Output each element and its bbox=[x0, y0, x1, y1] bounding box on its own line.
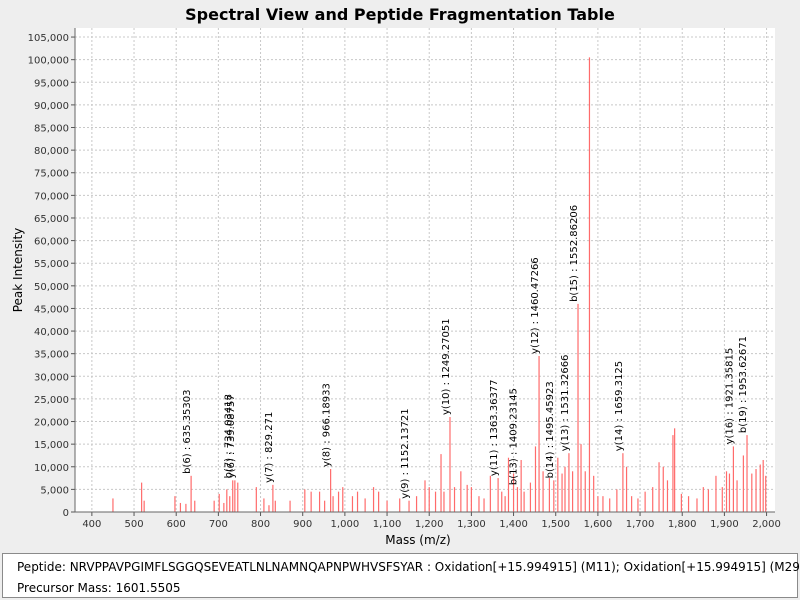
y-tick-label: 15,000 bbox=[34, 440, 69, 451]
peak-annotation: y(10) : 1249.27051 bbox=[441, 318, 452, 415]
x-tick-label: 1,300 bbox=[457, 519, 486, 530]
x-tick-label: 1,400 bbox=[499, 519, 528, 530]
x-tick-label: 800 bbox=[251, 519, 270, 530]
y-tick-label: 35,000 bbox=[34, 350, 69, 361]
peak-annotation: b(6) : 635.35303 bbox=[182, 389, 193, 473]
y-tick-label: 30,000 bbox=[34, 372, 69, 383]
plot-area bbox=[75, 28, 775, 512]
x-tick-label: 2,000 bbox=[752, 519, 781, 530]
y-tick-label: 75,000 bbox=[34, 169, 69, 180]
x-tick-label: 700 bbox=[209, 519, 228, 530]
x-tick-label: 1,600 bbox=[584, 519, 613, 530]
y-tick-label: 20,000 bbox=[34, 418, 69, 429]
x-axis-label: Mass (m/z) bbox=[385, 533, 450, 547]
y-tick-label: 45,000 bbox=[34, 304, 69, 315]
peptide-sequence: Peptide: NRVPPAVPGIMFLSGGQSEVEATLNLNAMNQ… bbox=[17, 560, 800, 574]
peak-annotation: y(8) : 966.18933 bbox=[322, 383, 333, 467]
y-tick-label: 50,000 bbox=[34, 282, 69, 293]
x-tick-label: 1,900 bbox=[710, 519, 739, 530]
peaks-layer bbox=[112, 57, 767, 512]
y-tick-label: 0 bbox=[63, 508, 69, 519]
peak-annotation: b(14) : 1495.45923 bbox=[545, 381, 556, 478]
x-tick-label: 1,000 bbox=[331, 519, 360, 530]
peak-annotation: b(7) : 734.03418 bbox=[224, 394, 235, 478]
y-tick-label: 5,000 bbox=[40, 485, 69, 496]
y-tick-label: 105,000 bbox=[28, 33, 69, 44]
chart-title: Spectral View and Peptide Fragmentation … bbox=[185, 5, 615, 24]
x-tick-label: 900 bbox=[293, 519, 312, 530]
x-tick-label: 1,800 bbox=[668, 519, 697, 530]
axes-layer: 0 5,000 10,000 15,000 20,000 25,000 30,000 35,0… bbox=[28, 28, 781, 530]
spectrum-chart: Spectral View and Peptide Fragmentation … bbox=[11, 5, 781, 547]
peak-annotation: y(11) : 1363.36377 bbox=[489, 379, 500, 476]
peptide-info-panel: Peptide: NRVPPAVPGIMFLSGGQSEVEATLNLNAMNQ… bbox=[2, 553, 800, 598]
peak-annotation: y(6) : 739.08757 bbox=[226, 394, 237, 478]
peak-annotation: y(12) : 1460.47266 bbox=[530, 257, 541, 354]
y-tick-label: 80,000 bbox=[34, 146, 69, 157]
peak-annotation: b(19) : 1953.62671 bbox=[738, 336, 749, 433]
x-tick-label: 400 bbox=[82, 519, 101, 530]
peak-annotation: b(13) : 1409.23145 bbox=[508, 388, 519, 485]
y-tick-label: 25,000 bbox=[34, 395, 69, 406]
x-tick-label: 1,500 bbox=[541, 519, 570, 530]
peak-annotation: y(9) : 1152.13721 bbox=[400, 408, 411, 498]
peak-annotation: y(13) : 1531.32666 bbox=[560, 355, 571, 452]
y-axis-label: Peak Intensity bbox=[11, 228, 25, 313]
y-tick-label: 85,000 bbox=[34, 124, 69, 135]
y-tick-label: 40,000 bbox=[34, 327, 69, 338]
y-tick-label: 70,000 bbox=[34, 191, 69, 202]
precursor-mass: Precursor Mass: 1601.5505 bbox=[17, 581, 181, 595]
y-tick-label: 60,000 bbox=[34, 237, 69, 248]
peak-annotation: y(16) : 1921.35815 bbox=[724, 348, 735, 445]
peak-annotation: y(7) : 829.271 bbox=[264, 412, 275, 483]
grid-lines bbox=[75, 28, 775, 512]
y-tick-label: 65,000 bbox=[34, 214, 69, 225]
peak-annotation: y(14) : 1659.3125 bbox=[614, 361, 625, 451]
y-tick-label: 55,000 bbox=[34, 259, 69, 270]
y-tick-label: 90,000 bbox=[34, 101, 69, 112]
y-tick-label: 100,000 bbox=[28, 56, 69, 67]
x-tick-label: 1,100 bbox=[373, 519, 402, 530]
x-tick-label: 1,200 bbox=[415, 519, 444, 530]
x-tick-label: 600 bbox=[167, 519, 186, 530]
peak-annotation: b(15) : 1552.86206 bbox=[569, 205, 580, 302]
x-tick-label: 1,700 bbox=[626, 519, 655, 530]
y-tick-label: 10,000 bbox=[34, 463, 69, 474]
y-tick-label: 95,000 bbox=[34, 78, 69, 89]
x-tick-label: 500 bbox=[124, 519, 143, 530]
